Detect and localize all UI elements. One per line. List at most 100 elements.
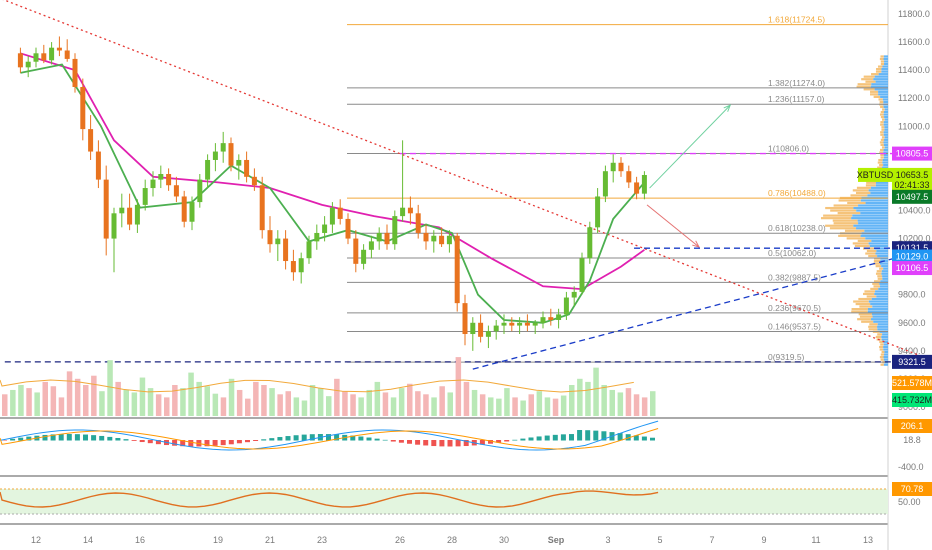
volume-bar — [374, 381, 381, 416]
volume-bar — [625, 388, 632, 416]
volume-profile-bar — [882, 275, 888, 278]
volume-profile-bar — [865, 184, 876, 187]
macd-line — [0, 420, 659, 451]
macd-histogram-bar — [147, 440, 153, 444]
volume-bar — [115, 381, 121, 416]
fib-level-label: 1(10806.0) — [768, 144, 809, 154]
time-tick-label: 14 — [83, 535, 93, 545]
macd-histogram-bar — [439, 440, 445, 447]
candle-body — [524, 322, 530, 326]
volume-profile-bar — [873, 78, 888, 81]
fib-level-label: 0.618(10238.0) — [768, 223, 826, 233]
macd-histogram-bar — [350, 435, 356, 441]
macd-histogram-bar — [577, 430, 583, 441]
volume-profile-bar — [882, 65, 888, 68]
volume-profile-bar — [884, 353, 888, 356]
volume-profile-bar — [858, 297, 872, 301]
volume-profile-bar — [871, 313, 888, 316]
macd-histogram-bar — [74, 434, 80, 441]
volume-profile-bar — [878, 287, 888, 290]
volume-profile-bar — [883, 164, 888, 167]
volume-profile-bar — [884, 128, 888, 131]
macd-histogram-bar — [504, 440, 510, 442]
volume-profile-bar — [873, 262, 880, 265]
volume-profile-bar — [883, 148, 888, 152]
candle-body — [563, 297, 569, 315]
volume-profile-bar — [880, 138, 885, 141]
candle-body — [392, 216, 398, 245]
volume-bar — [617, 392, 624, 416]
volume-profile-bar — [852, 189, 869, 192]
volume-profile-bar — [883, 57, 888, 61]
volume-profile-bar — [856, 209, 888, 212]
volume-profile-bar — [875, 335, 882, 339]
macd-histogram-bar — [99, 435, 105, 441]
volume-profile-bar — [856, 227, 888, 230]
candle-body — [251, 176, 257, 186]
volume-profile-bar — [867, 310, 888, 313]
volume-bar — [520, 400, 526, 416]
volume-profile-bar — [860, 199, 888, 202]
volume-bar — [245, 398, 251, 416]
macd-histogram-bar — [58, 434, 64, 441]
volume-bar — [382, 392, 389, 416]
candle-body — [17, 53, 23, 68]
volume-profile-bar — [874, 75, 888, 78]
macd-badge-2 — [892, 433, 932, 447]
volume-profile-bar — [880, 133, 884, 136]
volume-profile-bar — [880, 116, 885, 119]
fib-level-label: 0.382(9887.5) — [768, 272, 821, 282]
volume-profile-bar — [881, 350, 885, 354]
candle-body — [88, 129, 94, 152]
price-badge — [892, 354, 932, 369]
time-tick-label: 9 — [761, 535, 766, 545]
volume-profile-bar — [883, 123, 888, 126]
volume-bar — [544, 397, 551, 416]
volume-profile-bar — [833, 204, 859, 207]
volume-profile-bar — [883, 358, 888, 361]
arrow-head — [723, 104, 732, 112]
volume-bar — [536, 391, 543, 416]
macd-histogram-bar — [544, 435, 550, 441]
volume-bar — [253, 381, 259, 416]
price-badge — [892, 146, 932, 161]
candle-body — [119, 207, 125, 214]
candle-body — [166, 174, 172, 186]
volume-profile-bar — [880, 143, 884, 146]
time-tick-label: Sep — [548, 535, 565, 545]
volume-profile-bar — [854, 244, 870, 248]
volume-profile-bar — [876, 295, 888, 298]
volume-bar — [601, 385, 607, 416]
candle-body — [478, 322, 484, 337]
macd-histogram-bar — [309, 434, 315, 441]
candle-body — [579, 258, 585, 292]
candle-body — [431, 235, 437, 242]
volume-profile-bar — [883, 363, 888, 366]
volume-bar — [309, 385, 316, 416]
volume-bar — [301, 400, 308, 416]
volume-profile-bar — [879, 113, 884, 116]
macd-histogram-bar — [228, 440, 234, 445]
volume-profile-bar — [866, 295, 877, 298]
candle-body — [407, 207, 413, 214]
price-tick-label: 10400.0 — [898, 206, 931, 216]
macd-histogram-bar — [301, 434, 307, 441]
candle-body — [134, 204, 140, 225]
volume-profile-bar — [880, 121, 884, 124]
volume-profile-bar — [853, 300, 869, 303]
volume-profile-bar — [880, 60, 885, 63]
candle-body — [267, 230, 273, 245]
volume-bar — [220, 397, 227, 416]
volume-bar — [512, 397, 518, 416]
candle-body — [275, 238, 281, 245]
macd-histogram-bar — [245, 440, 250, 443]
volume-profile-bar — [880, 131, 884, 134]
volume-profile-bar — [881, 146, 885, 149]
price-tick-label: 11600.0 — [898, 37, 930, 47]
volume-profile-bar — [866, 249, 877, 253]
macd-histogram-bar — [633, 435, 639, 441]
volume-profile-bar — [851, 217, 888, 220]
volume-profile-bar — [829, 227, 857, 230]
macd-histogram-bar — [455, 440, 461, 447]
